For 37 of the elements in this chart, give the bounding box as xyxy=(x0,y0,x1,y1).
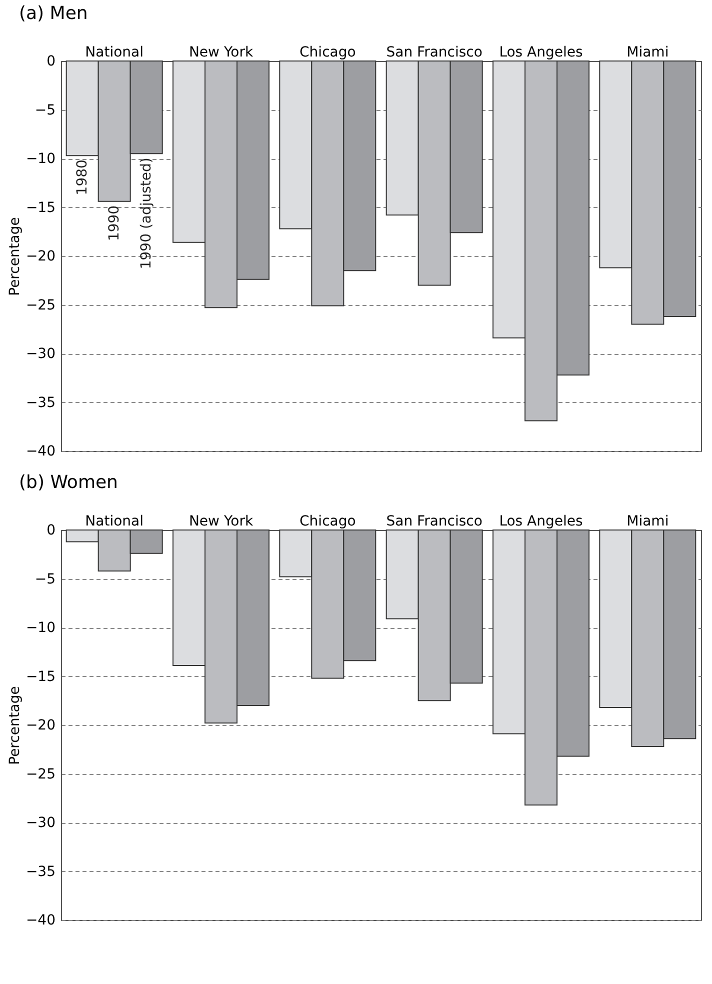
x-tick-label: Miami xyxy=(626,514,669,530)
x-tick-label: Los Angeles xyxy=(499,514,583,530)
y-axis-title: Percentage xyxy=(6,217,23,296)
y-tick-label: −35 xyxy=(26,864,56,880)
y-tick-label: −10 xyxy=(26,620,56,636)
y-tick-label: −15 xyxy=(26,200,56,216)
text: 1990 (adjusted) xyxy=(138,158,154,270)
y-tick-label: −40 xyxy=(26,912,56,928)
y-tick-label: −25 xyxy=(26,297,56,314)
x-tick-label: San Francisco xyxy=(386,514,482,530)
text: 1990 xyxy=(106,205,122,242)
y-tick-label: −5 xyxy=(34,102,56,118)
x-tick-label: San Francisco xyxy=(386,44,482,60)
y-tick-label: −30 xyxy=(26,346,56,362)
y-tick-label: −20 xyxy=(26,248,56,264)
y-tick-label: −20 xyxy=(26,718,56,734)
x-tick-label: National xyxy=(85,44,144,60)
y-tick-label: −35 xyxy=(26,394,56,411)
chart-title: (a) Men xyxy=(19,3,88,24)
y-tick-label: −30 xyxy=(26,815,56,831)
y-axis-title: Percentage xyxy=(6,686,23,765)
x-tick-label: Los Angeles xyxy=(499,44,583,60)
x-tick-label: New York xyxy=(188,514,254,530)
x-tick-label: National xyxy=(85,514,144,530)
text: 1980 xyxy=(74,160,90,196)
y-tick-label: −40 xyxy=(26,444,56,460)
x-tick-label: New York xyxy=(188,44,254,60)
y-tick-label: −10 xyxy=(26,151,56,167)
y-tick-label: 0 xyxy=(46,54,56,70)
y-tick-label: −15 xyxy=(26,668,56,685)
x-tick-label: Chicago xyxy=(300,514,356,530)
chart-title: (b) Women xyxy=(19,472,118,493)
x-tick-label: Miami xyxy=(626,44,669,60)
y-tick-label: −25 xyxy=(26,766,56,782)
y-tick-label: 0 xyxy=(46,522,56,538)
y-tick-label: −5 xyxy=(34,571,56,588)
x-tick-label: Chicago xyxy=(300,44,356,60)
